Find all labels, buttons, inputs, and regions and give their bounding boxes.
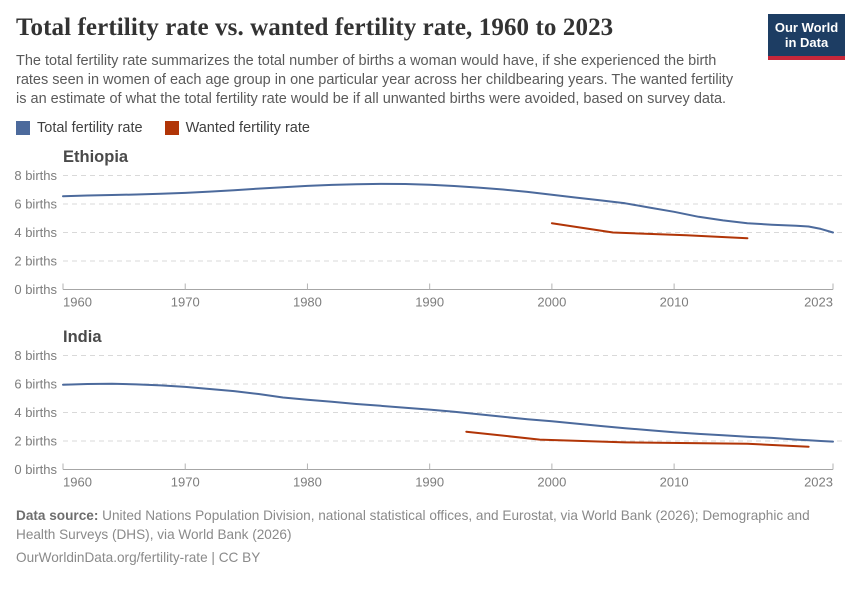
series-line-total-fertility-rate [62,182,834,234]
owid-logo-line1: Our World [774,20,839,35]
legend-item-total-fertility-rate: Total fertility rate [16,120,143,136]
series-line-wanted-fertility-rate [550,221,749,239]
series-line-total-fertility-rate [62,382,834,443]
owid-logo: Our World in Data [768,14,845,60]
x-tick-label: 1970 [171,474,200,489]
y-tick-label: 2 births [14,433,57,448]
chart-section-ethiopia: Ethiopia 0 births 2 births 4 births 6 birth… [0,148,850,313]
x-tick-label: 2000 [537,474,566,489]
y-tick-label: 4 births [14,405,57,420]
chart-country-label-india: India [63,327,102,346]
y-tick-label: 6 births [14,196,57,211]
chart-country-label-ethiopia: Ethiopia [63,147,129,166]
x-tick-label: 1980 [293,294,322,309]
x-tick-label: 1960 [63,294,92,309]
footer-note: OurWorldinData.org/fertility-rate | CC B… [16,549,261,565]
y-tick-label: 0 births [14,282,57,297]
y-tick-label: 0 births [14,462,57,477]
chart-section-india: India 0 births 2 births 4 births 6 births 8 … [0,328,850,493]
legend-swatch [164,120,179,135]
data-source-text: United Nations Population Division, nati… [16,507,810,543]
x-tick-label: 1990 [415,474,444,489]
chart-subtitle: The total fertility rate summarizes the … [16,53,734,107]
x-tick-label: 2010 [660,294,689,309]
x-tick-label: 2023 [804,294,833,309]
legend-label: Wanted fertility rate [185,119,310,136]
y-tick-label: 8 births [14,168,57,183]
x-tick-label: 1970 [171,294,200,309]
series-line-wanted-fertility-rate [465,430,810,448]
legend-swatch [16,120,30,135]
legend: Total fertility rate Wanted fertility rat… [16,120,834,136]
x-tick-label: 1980 [293,474,322,489]
x-tick-label: 2000 [537,294,566,309]
x-tick-label: 1990 [415,294,444,309]
india-line-chart: 0 births 2 births 4 births 6 births 8 births… [14,348,845,489]
y-tick-label: 4 births [14,225,57,240]
chart-header: Total fertility rate vs. wanted fertilit… [0,0,850,60]
owid-logo-line2: in Data [784,35,829,51]
legend-item-wanted-fertility-rate: Wanted fertility rate [164,119,310,136]
legend-label: Total fertility rate [37,119,143,136]
y-tick-label: 2 births [14,253,57,268]
ethiopia-line-chart: 0 births 2 births 4 births 6 births 8 births… [14,168,845,309]
data-source-label: Data source: [16,507,99,523]
y-tick-label: 8 births [14,348,57,363]
y-tick-label: 6 births [14,376,57,391]
data-source-line: Data source: United Nations Population D… [16,506,831,545]
page-title: Total fertility rate vs. wanted fertilit… [16,14,614,41]
x-tick-label: 2010 [660,474,689,489]
x-tick-label: 1960 [63,474,92,489]
footer: Data source: United Nations Population D… [16,506,834,568]
x-tick-label: 2023 [804,474,833,489]
